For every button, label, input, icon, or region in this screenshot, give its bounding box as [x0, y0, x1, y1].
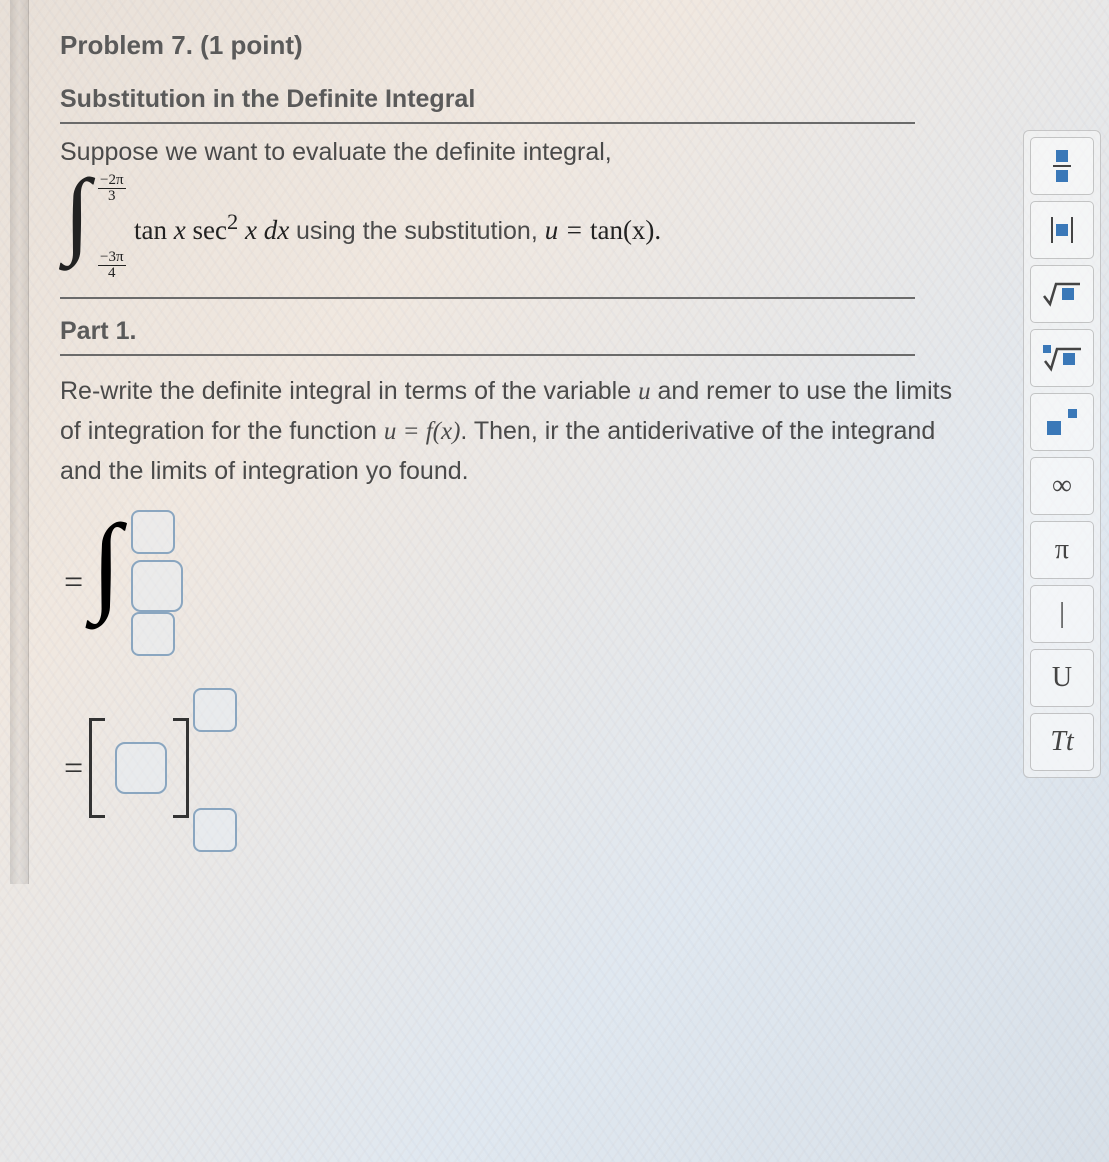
problem-number: Problem 7. (1 point): [60, 30, 1085, 61]
u-equals-fx: u = f(x): [384, 418, 461, 445]
lower-limit-input[interactable]: [131, 612, 175, 656]
fraction-icon: [1053, 150, 1071, 182]
palette-nthroot-button[interactable]: [1030, 329, 1094, 387]
right-bracket: [173, 718, 189, 818]
palette-infinity-button[interactable]: ∞: [1030, 457, 1094, 515]
nthroot-icon: [1041, 343, 1083, 373]
answer-integral: ∫: [91, 518, 143, 648]
exponent-icon: [1047, 409, 1077, 435]
palette-pi-button[interactable]: π: [1030, 521, 1094, 579]
antiderivative-answer-row: =: [64, 684, 1085, 854]
sec-text: sec: [192, 215, 226, 245]
integral-lower-limit: −3π4: [98, 246, 126, 281]
integral-upper-limit: −2π3: [98, 169, 126, 204]
upper-numerator: −2π: [98, 173, 126, 189]
var-x-dx: x dx: [238, 215, 289, 245]
antiderivative-input[interactable]: [115, 742, 167, 794]
sqrt-icon: [1042, 280, 1082, 308]
integrand-input[interactable]: [131, 560, 183, 612]
palette-bar-button[interactable]: |: [1030, 585, 1094, 643]
palette-sqrt-button[interactable]: [1030, 265, 1094, 323]
equals-sign-1: =: [64, 564, 83, 602]
var-u: u: [638, 378, 651, 405]
var-x-1: x: [167, 215, 192, 245]
palette-fraction-button[interactable]: [1030, 137, 1094, 195]
palette-abs-button[interactable]: [1030, 201, 1094, 259]
integrand: tan x sec2 x dx using the substitution, …: [134, 209, 661, 246]
palette-exponent-button[interactable]: [1030, 393, 1094, 451]
upper-denominator: 3: [106, 189, 118, 204]
eval-lower-input[interactable]: [193, 808, 237, 852]
integral-answer-row: = ∫: [64, 518, 1085, 648]
lower-numerator: −3π: [98, 250, 126, 266]
tan-of-x: tan(x).: [590, 215, 661, 245]
palette-union-button[interactable]: U: [1030, 649, 1094, 707]
integral-glyph: ∫: [64, 157, 90, 268]
intro-text: Suppose we want to evaluate the definite…: [60, 138, 1085, 167]
problem-subtitle: Substitution in the Definite Integral: [60, 85, 915, 124]
problem-page: Problem 7. (1 point) Substitution in the…: [0, 0, 1109, 884]
equals-sign-2: =: [64, 750, 83, 788]
exponent-2: 2: [227, 209, 238, 234]
upper-limit-input[interactable]: [131, 510, 175, 554]
answer-integral-glyph: ∫: [91, 500, 121, 627]
abs-icon: [1051, 217, 1073, 243]
integral-sign: ∫ −2π3 −3π4: [64, 177, 124, 277]
math-palette: ∞ π | U Tt: [1023, 130, 1101, 778]
eval-upper-input[interactable]: [193, 688, 237, 732]
lower-denominator: 4: [106, 266, 118, 281]
part-1-label: Part 1.: [60, 317, 915, 356]
body-segment-1: Re-write the definite integral in terms …: [60, 377, 638, 405]
divider: [60, 297, 915, 299]
u-equals: u =: [545, 215, 590, 245]
using-substitution-text: using the substitution,: [296, 217, 545, 245]
bracket-expression: [89, 684, 239, 854]
part-1-instructions: Re-write the definite integral in terms …: [60, 372, 965, 490]
left-bracket: [89, 718, 105, 818]
integral-expression: ∫ −2π3 −3π4 tan x sec2 x dx using the su…: [64, 177, 1085, 277]
tan-text: tan: [134, 215, 167, 245]
palette-text-button[interactable]: Tt: [1030, 713, 1094, 771]
